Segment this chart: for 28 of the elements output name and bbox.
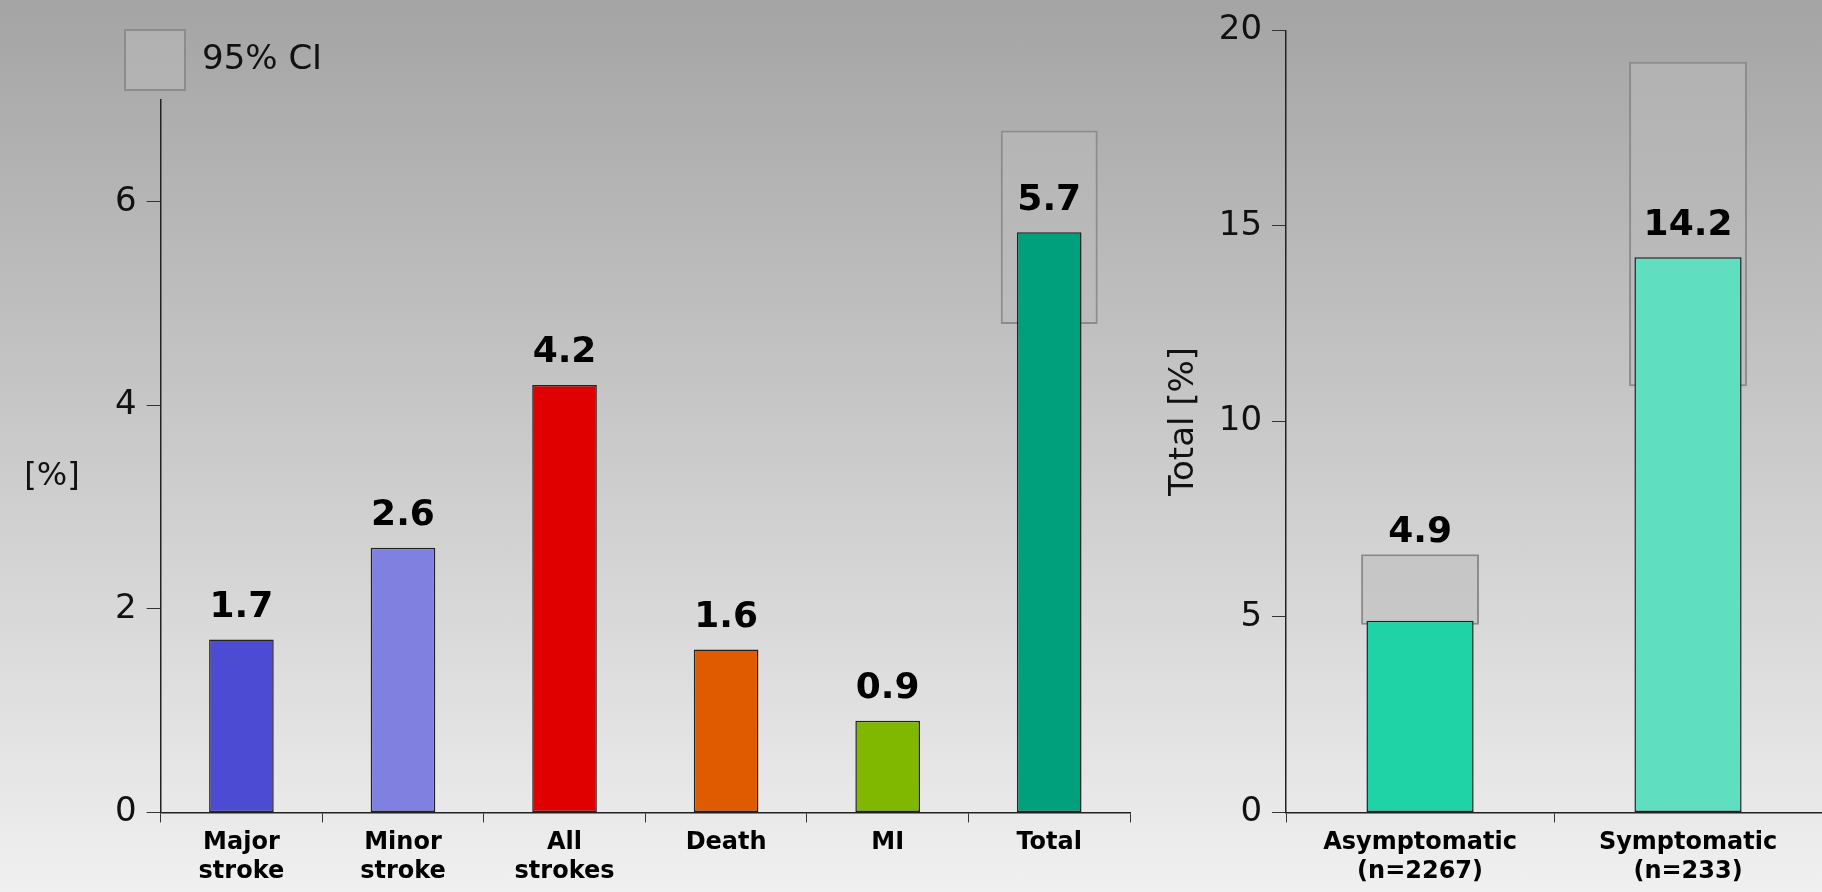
data-label: 2.6 [371,492,435,534]
x-tick-label: Symptomatic (n=233) [1598,827,1778,884]
y-tick-label: 10 [1218,398,1263,439]
x-tick-label: Asymptomatic (n=2267) [1323,827,1517,884]
data-label: 14.2 [1643,201,1733,243]
y-tick-label: 5 [1240,593,1263,634]
x-tick-label: MI [871,827,905,856]
data-label: 1.7 [209,583,274,625]
data-label: 4.2 [532,329,597,371]
x-tick-label: Total [1016,827,1083,856]
y-tick-label: 15 [1218,202,1263,243]
y-tick-label: 0 [1240,789,1263,830]
data-label: 1.6 [694,593,758,635]
x-tick-label: Death [685,827,767,856]
data-label: 4.9 [1388,509,1452,551]
x-tick-label: Minor stroke [360,827,446,884]
y-axis-title: Total [%] [1161,346,1202,497]
x-tick-label: Major stroke [198,827,285,884]
y-tick-label: 4 [114,382,137,423]
y-tick-label: 2 [114,585,137,626]
x-tick-label: All strokes [514,827,615,884]
legend-label: 95% CI [202,36,323,77]
y-tick-label: 6 [114,178,137,219]
data-label: 5.7 [1017,176,1082,218]
y-tick-label: 0 [114,789,137,830]
y-axis-title: [%] [24,454,80,493]
data-label: 0.9 [855,665,920,707]
y-tick-label: 20 [1218,7,1263,48]
